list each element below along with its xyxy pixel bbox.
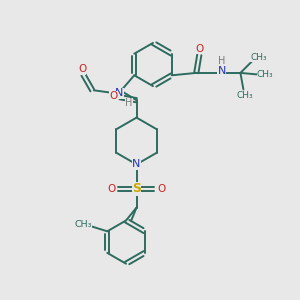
Text: H: H [218, 56, 226, 66]
Text: O: O [109, 91, 118, 101]
Text: O: O [157, 184, 165, 194]
Text: H: H [125, 98, 133, 108]
Text: O: O [108, 184, 116, 194]
Text: O: O [78, 64, 86, 74]
Text: N: N [218, 66, 226, 76]
Text: N: N [115, 88, 124, 98]
Text: O: O [195, 44, 203, 54]
Text: N: N [132, 159, 141, 170]
Text: CH₃: CH₃ [257, 70, 274, 79]
Text: CH₃: CH₃ [74, 220, 92, 229]
Text: CH₃: CH₃ [237, 92, 253, 100]
Text: CH₃: CH₃ [250, 53, 267, 62]
Text: S: S [132, 182, 141, 196]
